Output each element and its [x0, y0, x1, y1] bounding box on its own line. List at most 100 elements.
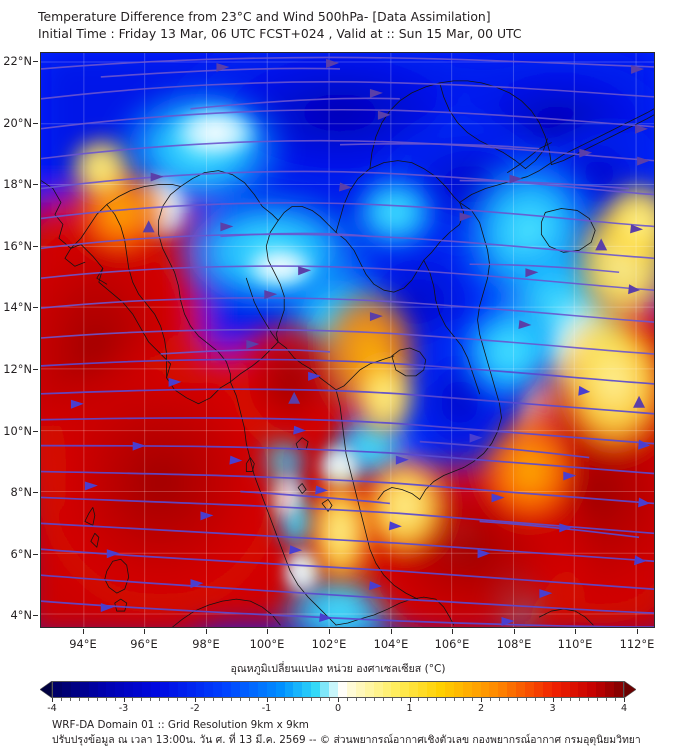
lat-label-16n: 16°N — [3, 239, 32, 253]
colorbar-cell — [302, 682, 312, 697]
colorbar-tick — [168, 698, 170, 701]
colorbar-cell — [150, 682, 160, 697]
colorbar-low-extend-cap — [39, 680, 53, 699]
colorbar-tick — [355, 698, 357, 701]
lon-label-94e: 94°E — [69, 637, 97, 651]
colorbar-tick — [516, 698, 518, 701]
lat-label-10n: 10°N — [3, 424, 32, 438]
lon-label-100e: 100°E — [249, 637, 285, 651]
colorbar-tick-label: 4 — [620, 703, 628, 714]
colorbar-cell — [533, 682, 543, 697]
colorbar-cell — [53, 682, 62, 697]
colorbar-cell — [97, 682, 107, 697]
colorbar-cell — [471, 682, 481, 697]
colorbar-tick — [248, 698, 250, 701]
colorbar-cell — [168, 682, 178, 697]
colorbar-tick — [561, 698, 563, 701]
colorbar-tick — [391, 698, 393, 701]
colorbar-tick-label: 0 — [334, 703, 342, 714]
colorbar-cell — [79, 682, 89, 697]
colorbar-cell — [364, 682, 374, 697]
colorbar-cell — [480, 682, 490, 697]
colorbar-tick-label: -4 — [47, 703, 57, 714]
colorbar-cell — [248, 682, 258, 697]
colorbar-tick — [418, 698, 420, 701]
colorbar-cell — [106, 682, 116, 697]
map-plot-area: .sl{fill:none;stroke:#6A55CE;stroke-widt… — [40, 52, 655, 628]
colorbar-tick — [203, 698, 205, 701]
colorbar-tick — [489, 698, 491, 701]
lon-label-108e: 108°E — [496, 637, 532, 651]
lat-label-22n: 22°N — [3, 54, 32, 68]
lon-label-102e: 102°E — [311, 637, 347, 651]
colorbar-tick-label: 1 — [406, 703, 413, 714]
colorbar-tick — [436, 698, 438, 701]
colorbar-tick — [275, 698, 277, 701]
colorbar-tick — [481, 698, 482, 702]
lon-label-104e: 104°E — [373, 637, 409, 651]
colorbar-cell — [159, 682, 169, 697]
colorbar-cell — [578, 682, 588, 697]
colorbar-tick — [302, 698, 304, 701]
colorbar-tick-label: -2 — [190, 703, 200, 714]
footer-domain-info: WRF-DA Domain 01 :: Grid Resolution 9km … — [52, 719, 309, 731]
footer-credit: ปรับปรุงข้อมูล ณ เวลา 13:00น. วัน ศ. ที่… — [52, 734, 641, 746]
colorbar-gradient — [52, 681, 624, 698]
colorbar-tick — [293, 698, 295, 701]
colorbar-tick — [507, 698, 509, 701]
colorbar-tick — [364, 698, 366, 701]
colorbar-tick — [570, 698, 572, 701]
colorbar-cell — [516, 682, 526, 697]
colorbar-cell — [444, 682, 454, 697]
colorbar-cell — [409, 682, 419, 697]
colorbar-cell — [551, 682, 561, 697]
colorbar-cell — [373, 682, 383, 697]
colorbar-cell — [186, 682, 196, 697]
colorbar-tick — [445, 698, 447, 701]
colorbar-tick — [78, 698, 80, 701]
colorbar-tick — [534, 698, 536, 701]
colorbar-tick — [373, 698, 375, 701]
colorbar-cell — [275, 682, 285, 697]
colorbar-cell — [418, 682, 428, 697]
colorbar-cell — [427, 682, 436, 697]
lat-label-6n: 6°N — [10, 547, 32, 561]
colorbar-cell — [329, 682, 338, 697]
colorbar-cell — [240, 682, 249, 697]
colorbar-tick — [552, 698, 554, 702]
colorbar-cell — [70, 682, 80, 697]
colorbar-cell — [489, 682, 499, 697]
colorbar-cell — [177, 682, 187, 697]
chart-title-line-1: Temperature Difference from 23°C and Win… — [38, 9, 491, 24]
lon-label-112e: 112°E — [619, 637, 655, 651]
colorbar-tick-label: -1 — [261, 703, 272, 714]
colorbar-cell — [596, 682, 606, 697]
colorbar-cell — [605, 682, 615, 697]
chart-title-line-2: Initial Time : Friday 13 Mar, 06 UTC FCS… — [38, 26, 522, 41]
longitude-axis: 94°E 96°E 98°E 100°E 102°E 104°E 106°E 1… — [40, 629, 655, 653]
colorbar-tick — [525, 698, 527, 701]
lat-label-4n: 4°N — [10, 608, 32, 622]
colorbar-cell — [382, 682, 392, 697]
colorbar-tick — [463, 698, 465, 701]
colorbar-tick — [221, 698, 223, 701]
colorbar-cell — [507, 682, 517, 697]
latitude-axis: 22°N 20°N 18°N 16°N 14°N 12°N 10°N 8°N 6… — [0, 52, 38, 628]
colorbar-cell — [222, 682, 232, 697]
colorbar-tick — [498, 698, 500, 701]
colorbar-tick — [472, 698, 474, 701]
colorbar-cell — [204, 682, 214, 697]
colorbar-tick — [150, 698, 152, 701]
colorbar-cell — [124, 682, 134, 697]
lat-label-8n: 8°N — [10, 485, 32, 499]
colorbar-tick — [409, 698, 411, 702]
colorbar-tick — [60, 698, 62, 701]
colorbar-cell — [320, 682, 330, 697]
colorbar-tick — [266, 698, 268, 702]
colorbar-tick — [338, 698, 339, 702]
colorbar-tick — [320, 698, 322, 701]
colorbar-cell — [284, 682, 294, 697]
colorbar-cell — [293, 682, 303, 697]
colorbar-cell — [133, 682, 143, 697]
